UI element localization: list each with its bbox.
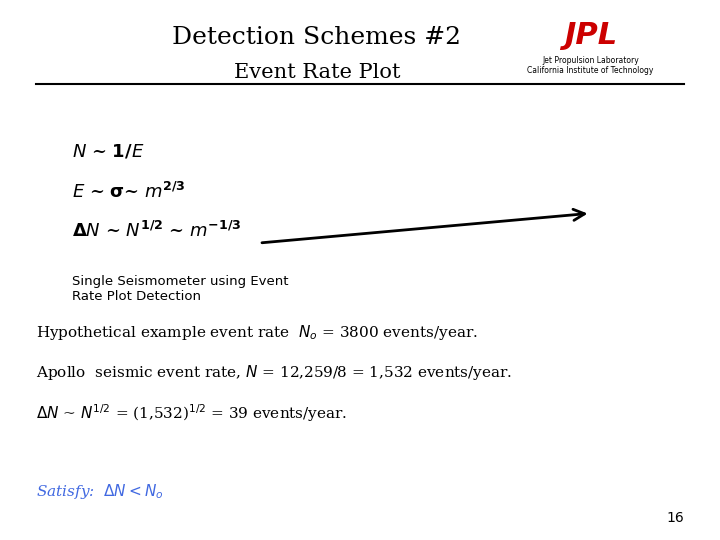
Text: 16: 16 bbox=[666, 511, 684, 525]
Text: Single Seismometer using Event
Rate Plot Detection: Single Seismometer using Event Rate Plot… bbox=[72, 275, 289, 303]
Text: $\mathit{\Delta N}$ ~ $\mathit{N}^{1/2}$ = (1,532)$^{1/2}$ = 39 events/year.: $\mathit{\Delta N}$ ~ $\mathit{N}^{1/2}$… bbox=[36, 402, 347, 424]
Text: $\bf{\Delta \mathit{N}}$ ~ $\bf{\mathit{N}^{1/2}}$ ~ $\bf{\mathit{m}^{-1/3}}$: $\bf{\Delta \mathit{N}}$ ~ $\bf{\mathit{… bbox=[72, 221, 241, 241]
Text: $\bf{\mathit{E}}$ ~ $\bf{\sigma}$~ $\bf{\mathit{m}}^{\bf{2/3}}$: $\bf{\mathit{E}}$ ~ $\bf{\sigma}$~ $\bf{… bbox=[72, 181, 186, 202]
Text: Jet Propulsion Laboratory: Jet Propulsion Laboratory bbox=[542, 56, 639, 65]
Text: Hypothetical example event rate  $\mathit{N_o}$ = 3800 events/year.: Hypothetical example event rate $\mathit… bbox=[36, 322, 478, 342]
Text: Event Rate Plot: Event Rate Plot bbox=[233, 63, 400, 83]
Text: Detection Schemes #2: Detection Schemes #2 bbox=[172, 26, 462, 49]
Text: $\bf{\mathit{N}}$ ~ $\bf{1/\mathit{E}}$: $\bf{\mathit{N}}$ ~ $\bf{1/\mathit{E}}$ bbox=[72, 142, 145, 160]
Text: Apollo  seismic event rate, $\mathit{N}$ = 12,259/8 = 1,532 events/year.: Apollo seismic event rate, $\mathit{N}$ … bbox=[36, 363, 513, 382]
Text: Satisfy:  $\mathit{\Delta N < N_o}$: Satisfy: $\mathit{\Delta N < N_o}$ bbox=[36, 482, 163, 501]
Text: California Institute of Technology: California Institute of Technology bbox=[527, 66, 654, 75]
Text: JPL: JPL bbox=[564, 21, 617, 50]
